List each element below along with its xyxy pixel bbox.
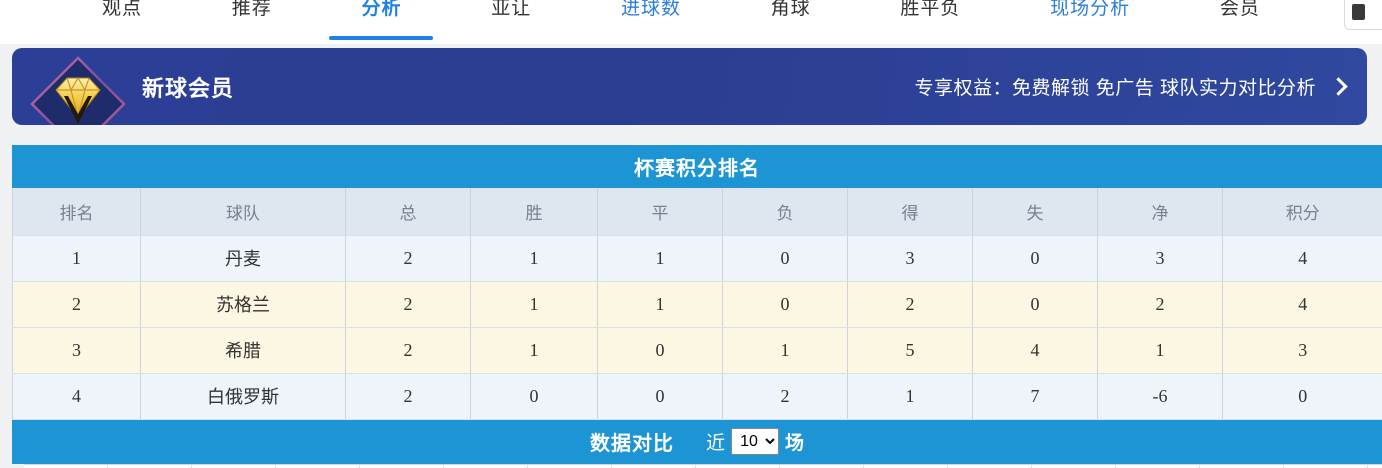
nav-tab-4[interactable]: 亚让 <box>487 0 535 44</box>
column-header: 平 <box>597 188 723 236</box>
stat-cell: 3 <box>1097 235 1223 282</box>
nav-tab-label: 角球 <box>770 0 811 19</box>
stat-cell: 1 <box>1097 327 1223 374</box>
nav-tab-label: 观点 <box>102 0 143 19</box>
column-header: 净 <box>1097 188 1223 236</box>
nav-tab-label: 现场分析 <box>1050 0 1131 19</box>
stat-cell: 2 <box>847 281 973 328</box>
chevron-right-icon[interactable] <box>1329 77 1348 96</box>
stat-cell: 1 <box>722 327 848 374</box>
vip-banner-title: 新球会员 <box>142 75 235 101</box>
stat-cell: 0 <box>597 327 723 374</box>
top-navigation: 观点 推荐 分析 亚让 进球数 角球 胜平负 现场分析 会员 <box>0 0 1382 44</box>
vip-banner[interactable]: 新球会员 专享权益：免费解锁 免广告 球队实力对比分析 <box>12 48 1367 125</box>
stat-cell: 2 <box>1097 281 1223 328</box>
table-row: 2 苏格兰 2 1 1 0 2 0 2 4 <box>12 281 1382 328</box>
stat-cell: 2 <box>345 235 471 282</box>
stat-cell: 2 <box>345 373 471 420</box>
stat-cell: 2 <box>722 373 848 420</box>
stat-cell: 4 <box>1222 235 1382 282</box>
nav-tab-label: 分析 <box>361 0 402 19</box>
nav-tab-label: 进球数 <box>620 0 681 19</box>
stat-cell: 2 <box>345 327 471 374</box>
standings-table: 排名 球队总胜平负得失净积分 1 丹麦 2 1 1 0 3 0 3 4 2 苏格兰 2 1 1 0 2 0 2 4 3 希腊… <box>12 188 1382 420</box>
nav-tab-list: 观点 推荐 分析 亚让 进球数 角球 胜平负 现场分析 会员 <box>0 0 1382 44</box>
stat-cell: 1 <box>597 281 723 328</box>
stat-cell: 1 <box>470 327 598 374</box>
next-table-edge <box>24 463 1382 468</box>
team-name-link[interactable]: 苏格兰 <box>140 281 346 328</box>
vip-benefits-text: 专享权益：免费解锁 免广告 球队实力对比分析 <box>914 78 1316 99</box>
team-name-link[interactable]: 白俄罗斯 <box>140 373 346 420</box>
stat-cell: 1 <box>847 373 973 420</box>
column-header: 总 <box>345 188 471 236</box>
column-header: 球队 <box>140 188 346 236</box>
nav-tab-5[interactable]: 进球数 <box>617 0 685 44</box>
nav-tab-8[interactable]: 现场分析 <box>1046 0 1134 44</box>
compare-suffix-label: 场 <box>785 433 805 454</box>
stat-cell: 0 <box>722 235 848 282</box>
standings-header-row: 排名 球队总胜平负得失净积分 <box>12 188 1382 236</box>
vip-banner-benefits-group: 专享权益：免费解锁 免广告 球队实力对比分析 <box>914 48 1349 125</box>
stat-cell: 1 <box>470 281 598 328</box>
recent-matches-select[interactable]: 10 <box>731 428 779 455</box>
rank-cell: 1 <box>12 235 141 282</box>
nav-tab-1[interactable]: 观点 <box>98 0 146 44</box>
stat-cell: 4 <box>972 327 1098 374</box>
stat-cell: 5 <box>847 327 973 374</box>
stat-cell: 3 <box>847 235 973 282</box>
table-row: 3 希腊 2 1 0 1 5 4 1 3 <box>12 327 1382 374</box>
stat-cell: -6 <box>1097 373 1223 420</box>
corner-widget-button[interactable] <box>1344 0 1382 30</box>
nav-tab-label: 会员 <box>1219 0 1260 19</box>
data-compare-bar: 数据对比 近 10 场 <box>12 419 1382 464</box>
stat-cell: 3 <box>1222 327 1382 374</box>
nav-tab-7[interactable]: 胜平负 <box>896 0 964 44</box>
stat-cell: 0 <box>1222 373 1382 420</box>
column-header: 胜 <box>470 188 598 236</box>
standings-title: 杯赛积分排名 <box>12 145 1382 188</box>
nav-tab-label: 胜平负 <box>900 0 961 19</box>
corner-icon <box>1352 4 1365 20</box>
stat-cell: 1 <box>470 235 598 282</box>
rank-cell: 4 <box>12 373 141 420</box>
nav-tab-3[interactable]: 分析 <box>357 0 405 44</box>
stat-cell: 2 <box>345 281 471 328</box>
vip-diamond-icon <box>30 56 126 125</box>
stat-cell: 0 <box>972 235 1098 282</box>
page-content: 新球会员 专享权益：免费解锁 免广告 球队实力对比分析 杯赛积分排名 排名 球队总… <box>0 44 1382 468</box>
nav-tab-label: 亚让 <box>491 0 532 19</box>
team-name-link[interactable]: 希腊 <box>140 327 346 374</box>
table-row: 4 白俄罗斯 2 0 0 2 1 7 -6 0 <box>12 373 1382 420</box>
stat-cell: 0 <box>972 281 1098 328</box>
standings-section: 杯赛积分排名 排名 球队总胜平负得失净积分 1 丹麦 2 1 1 0 3 0 3 4 2 苏格兰 2 1 1 0… <box>12 145 1382 468</box>
stat-cell: 0 <box>722 281 848 328</box>
column-header: 积分 <box>1222 188 1382 236</box>
nav-tab-2[interactable]: 推荐 <box>228 0 276 44</box>
table-row: 1 丹麦 2 1 1 0 3 0 3 4 <box>12 235 1382 282</box>
stat-cell: 0 <box>597 373 723 420</box>
compare-title: 数据对比 <box>589 433 674 455</box>
nav-tab-6[interactable]: 角球 <box>767 0 815 44</box>
stat-cell: 4 <box>1222 281 1382 328</box>
stat-cell: 7 <box>972 373 1098 420</box>
column-header: 失 <box>972 188 1098 236</box>
column-header: 排名 <box>12 188 141 236</box>
compare-prefix-label: 近 <box>705 433 725 454</box>
column-header: 负 <box>722 188 848 236</box>
column-header: 得 <box>847 188 973 236</box>
team-name-link[interactable]: 丹麦 <box>140 235 346 282</box>
rank-cell: 3 <box>12 327 141 374</box>
stat-cell: 0 <box>470 373 598 420</box>
nav-tab-label: 推荐 <box>231 0 272 19</box>
stat-cell: 1 <box>597 235 723 282</box>
rank-cell: 2 <box>12 281 141 328</box>
nav-tab-9[interactable]: 会员 <box>1216 0 1264 44</box>
